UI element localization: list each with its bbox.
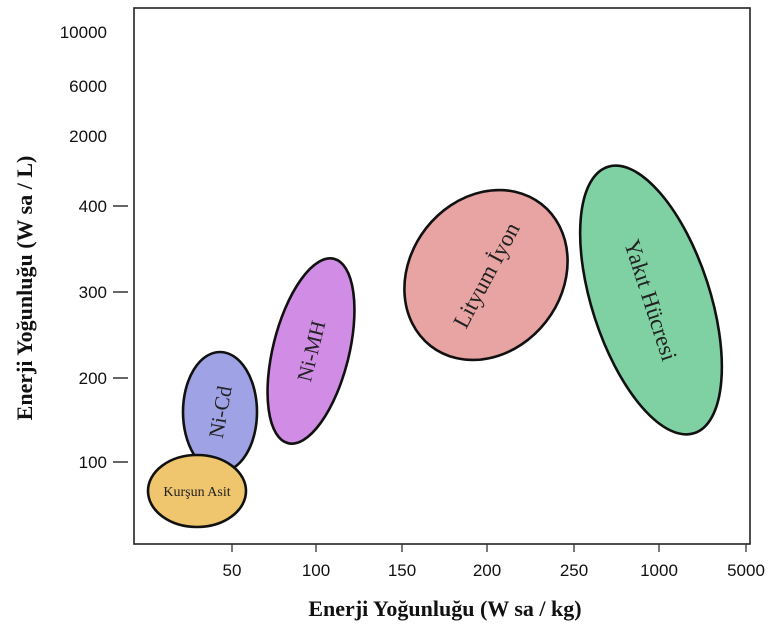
y-tick-label: 200: [79, 369, 107, 388]
x-tick-label: 150: [388, 561, 416, 580]
x-axis: 50 100 150 200 250 1000 5000: [223, 544, 765, 580]
x-tick-label: 250: [560, 561, 588, 580]
y-tick-label: 10000: [60, 23, 107, 42]
x-tick-label: 1000: [640, 561, 678, 580]
x-tick-label: 200: [473, 561, 501, 580]
y-tick-label: 300: [79, 283, 107, 302]
y-axis: 100 200 300 400 2000 6000 10000: [60, 23, 128, 472]
series-1-label: Kurşun Asit: [163, 485, 230, 500]
y-tick-label: 6000: [69, 77, 107, 96]
x-tick-label: 100: [302, 561, 330, 580]
x-tick-label: 5000: [727, 561, 765, 580]
x-tick-label: 50: [223, 561, 242, 580]
x-axis-title: Enerji Yoğunluğu (W sa / kg): [308, 596, 581, 621]
y-tick-label: 2000: [69, 127, 107, 146]
y-axis-title: Enerji Yoğunluğu (W sa / L): [12, 156, 37, 421]
y-tick-label: 400: [79, 197, 107, 216]
y-tick-label: 100: [79, 453, 107, 472]
